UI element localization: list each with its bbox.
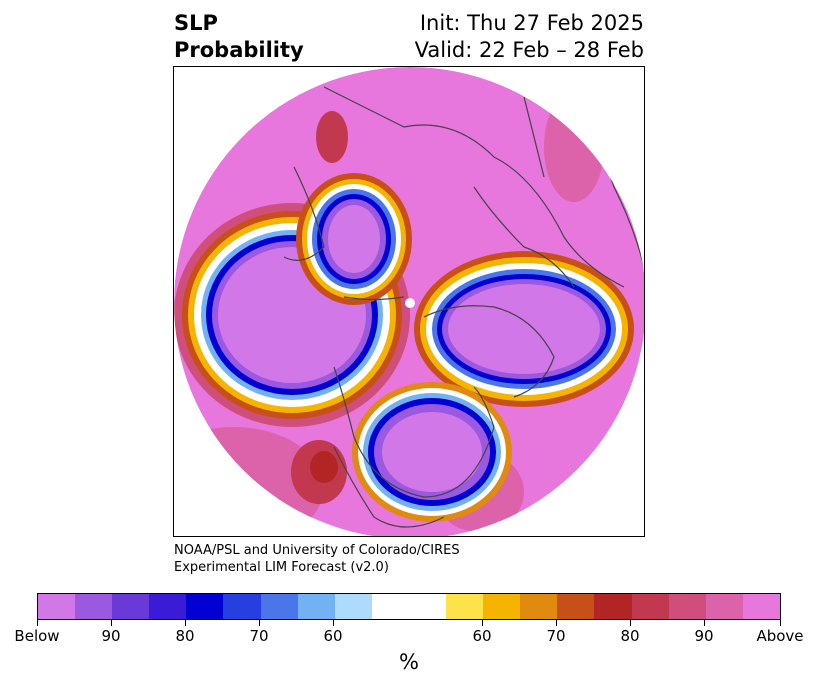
colorbar-tick bbox=[185, 620, 186, 626]
colorbar-tick-label: 70 bbox=[546, 627, 566, 645]
colorbar-tick-label: Below bbox=[14, 627, 60, 645]
colorbar-tick bbox=[482, 620, 483, 626]
colorbar-tick bbox=[37, 620, 38, 626]
colorbar-segment bbox=[334, 594, 372, 619]
title-line-1: SLP bbox=[174, 11, 218, 35]
colorbar-segment bbox=[668, 594, 706, 619]
colorbar-segment bbox=[371, 594, 447, 619]
europe-below-region bbox=[296, 173, 412, 305]
colorbar-segment bbox=[446, 594, 484, 619]
colorbar-segment bbox=[631, 594, 669, 619]
colorbar-tick-label: 60 bbox=[323, 627, 343, 645]
init-date: Init: Thu 27 Feb 2025 bbox=[419, 11, 644, 35]
above-region-europe bbox=[316, 111, 348, 163]
colorbar-segment bbox=[75, 594, 113, 619]
colorbar-segment bbox=[594, 594, 632, 619]
colorbar-tick-label: 90 bbox=[694, 627, 714, 645]
colorbar-tick bbox=[259, 620, 260, 626]
colorbar-segment bbox=[260, 594, 298, 619]
colorbar-segment bbox=[223, 594, 261, 619]
colorbar-tick bbox=[780, 620, 781, 626]
colorbar-segment bbox=[520, 594, 558, 619]
colorbar-tick-label: Above bbox=[756, 627, 804, 645]
colorbar-unit: % bbox=[399, 650, 419, 674]
colorbar bbox=[37, 593, 781, 620]
colorbar-segment bbox=[297, 594, 335, 619]
valid-range: Valid: 22 Feb – 28 Feb bbox=[414, 38, 644, 62]
colorbar-segment bbox=[742, 594, 780, 619]
colorbar-segment bbox=[557, 594, 595, 619]
above-core-mexico bbox=[310, 451, 338, 483]
north-pole-marker bbox=[405, 298, 415, 308]
colorbar-tick-label: 80 bbox=[175, 627, 195, 645]
colorbar-segment bbox=[705, 594, 743, 619]
colorbar-tick bbox=[704, 620, 705, 626]
colorbar-tick bbox=[630, 620, 631, 626]
map-title: SLP Probability bbox=[174, 10, 304, 64]
coastlines bbox=[283, 86, 644, 528]
colorbar-segment bbox=[38, 594, 76, 619]
credit-text: NOAA/PSL and University of Colorado/CIRE… bbox=[174, 542, 460, 576]
credit-line-1: NOAA/PSL and University of Colorado/CIRE… bbox=[174, 543, 460, 558]
colorbar-tick bbox=[556, 620, 557, 626]
colorbar-tick-label: 60 bbox=[472, 627, 492, 645]
north-america-below-region bbox=[352, 382, 512, 522]
above-region-siberia bbox=[544, 92, 604, 202]
colorbar-tick bbox=[111, 620, 112, 626]
probability-map bbox=[174, 67, 644, 536]
credit-line-2: Experimental LIM Forecast (v2.0) bbox=[174, 560, 389, 575]
forecast-dates: Init: Thu 27 Feb 2025 Valid: 22 Feb – 28… bbox=[415, 10, 644, 64]
map-frame bbox=[173, 66, 645, 537]
colorbar-segment bbox=[483, 594, 521, 619]
title-line-2: Probability bbox=[174, 38, 304, 62]
colorbar-segment bbox=[112, 594, 150, 619]
colorbar-segment bbox=[186, 594, 224, 619]
colorbar-tick-label: 80 bbox=[620, 627, 640, 645]
colorbar-segment bbox=[149, 594, 187, 619]
colorbar-tick bbox=[333, 620, 334, 626]
colorbar-tick-label: 90 bbox=[101, 627, 121, 645]
colorbar-tick-label: 70 bbox=[249, 627, 269, 645]
